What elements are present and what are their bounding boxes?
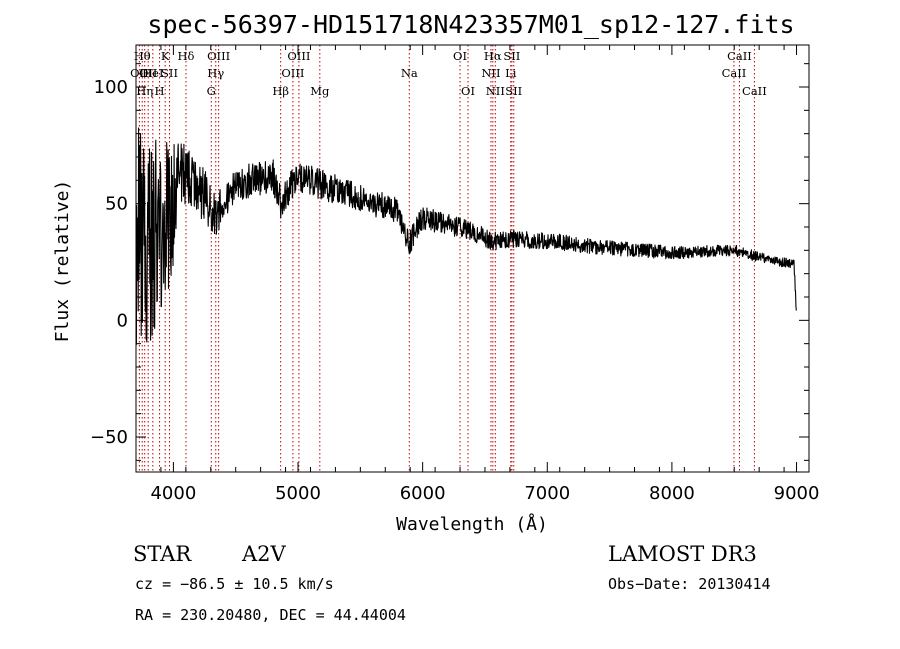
line-label: OI: [453, 49, 467, 63]
obs-date-text: Obs−Date: 20130414: [608, 575, 771, 593]
coords-text: RA = 230.20480, DEC = 44.44004: [135, 606, 406, 624]
line-label: SII: [505, 84, 522, 98]
survey-name: LAMOST DR3: [608, 542, 757, 566]
line-label: Na: [401, 66, 418, 80]
line-label: H: [155, 84, 165, 98]
line-label: Hδ: [177, 49, 194, 63]
line-label: NII: [481, 66, 500, 80]
line-label: OIII: [207, 49, 230, 63]
line-label: HeI: [142, 66, 163, 80]
line-label: OIII: [281, 66, 304, 80]
reference-lines: [138, 45, 755, 472]
line-label: G: [207, 84, 216, 98]
x-tick-label: 7000: [524, 483, 570, 504]
spectrum-line: [135, 127, 797, 345]
line-label: OI: [461, 84, 475, 98]
line-label: SII: [503, 49, 520, 63]
line-label: Mg: [310, 84, 330, 98]
y-axis-label: Flux (relative): [52, 180, 73, 343]
line-label: K: [161, 49, 170, 63]
y-tick-label: 100: [94, 77, 128, 98]
line-label: SII: [161, 66, 178, 80]
line-label: Hγ: [207, 66, 224, 80]
chart-title: spec-56397-HD151718N423357M01_sp12-127.f…: [147, 10, 794, 39]
x-tick-label: 9000: [774, 483, 820, 504]
y-tick-label: 0: [117, 310, 128, 331]
x-tick-label: 8000: [649, 483, 695, 504]
spectrum-layer: [135, 127, 797, 345]
line-label: CaII: [727, 49, 752, 63]
y-axis-ticks: −50 0 50 100: [90, 63, 809, 461]
object-class: STAR: [133, 542, 192, 566]
line-label: Hβ: [272, 84, 289, 98]
plot-frame: [135, 44, 810, 473]
line-label: CaII: [722, 66, 747, 80]
y-tick-label: −50: [90, 427, 128, 448]
x-axis-ticks: 4000 5000 6000 7000 8000 9000: [135, 45, 820, 504]
x-tick-label: 6000: [400, 483, 446, 504]
line-label: OIII: [287, 49, 310, 63]
x-tick-label: 5000: [275, 483, 321, 504]
line-label: CaII: [742, 84, 767, 98]
line-label: Hα: [484, 49, 502, 63]
line-label: Hη: [136, 84, 153, 98]
x-tick-label: 4000: [150, 483, 196, 504]
line-label: OII: [130, 66, 149, 80]
object-subclass: A2V: [241, 542, 287, 566]
line-label: Hθ: [134, 49, 151, 63]
line-label: NII: [486, 84, 505, 98]
redshift-text: cz = −86.5 ± 10.5 km/s: [135, 575, 334, 593]
line-label: Li: [505, 66, 517, 80]
line-label: OII: [139, 66, 158, 80]
y-tick-label: 50: [105, 194, 128, 215]
x-axis-label: Wavelength (Å): [396, 513, 548, 535]
